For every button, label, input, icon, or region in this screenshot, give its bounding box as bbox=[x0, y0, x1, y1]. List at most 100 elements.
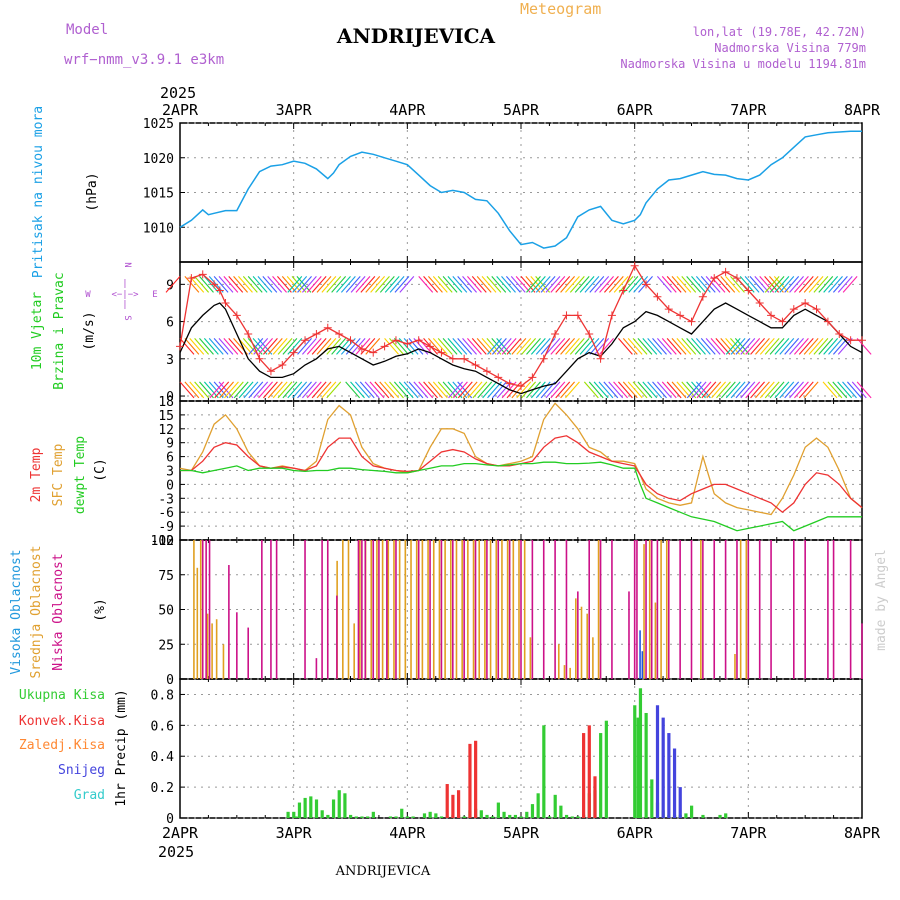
gust-marker bbox=[539, 354, 548, 363]
cloud-unit: (%) bbox=[93, 598, 108, 621]
precip-bar bbox=[400, 808, 404, 818]
wind-flag bbox=[432, 381, 448, 399]
y-tick-label: 6 bbox=[166, 451, 174, 466]
wind-flag bbox=[686, 381, 702, 399]
wind-flag bbox=[661, 338, 677, 355]
wind-flag bbox=[526, 275, 541, 293]
wind-flag bbox=[194, 338, 210, 355]
wind-flag bbox=[555, 338, 571, 355]
wind-flag bbox=[808, 275, 824, 293]
wind-flag bbox=[632, 381, 648, 399]
precip-bar bbox=[405, 816, 410, 818]
wind-flag bbox=[784, 275, 800, 293]
wind-flag bbox=[803, 338, 819, 355]
wind-flag bbox=[277, 338, 293, 355]
wind-flag bbox=[467, 275, 482, 293]
precip-bar bbox=[371, 811, 375, 818]
precip-bar bbox=[701, 814, 705, 818]
wind-flag bbox=[560, 381, 575, 399]
wind-flag bbox=[355, 338, 371, 355]
gust-marker bbox=[494, 373, 503, 382]
y-tick-label: 9 bbox=[166, 278, 174, 293]
wind-flag bbox=[471, 338, 487, 355]
precip-bar bbox=[672, 748, 677, 818]
wind-flag bbox=[359, 381, 375, 399]
wind-flag bbox=[740, 381, 756, 399]
precip-bar bbox=[718, 814, 722, 818]
wind-flag bbox=[681, 381, 697, 399]
compass-n: N bbox=[122, 262, 132, 267]
gust-marker bbox=[357, 344, 366, 353]
wind-flag bbox=[491, 275, 507, 293]
wind-flag bbox=[442, 338, 458, 355]
wind-flag bbox=[437, 338, 453, 355]
wind-flag bbox=[779, 338, 795, 355]
wind-flag bbox=[491, 381, 507, 399]
year-label-top: 2025 bbox=[160, 84, 196, 102]
wind-flag bbox=[745, 338, 761, 355]
precip-bar bbox=[320, 810, 324, 818]
wind-flag bbox=[589, 338, 605, 355]
wind-flag bbox=[243, 381, 259, 399]
wind-flag bbox=[253, 381, 269, 399]
gust-marker bbox=[391, 336, 400, 345]
precip-bar bbox=[587, 725, 591, 818]
precip-bar bbox=[644, 712, 648, 818]
wind-flag bbox=[666, 338, 682, 355]
compass-bar-top: | bbox=[122, 279, 127, 289]
wind-flag bbox=[671, 338, 687, 355]
wind-flag bbox=[656, 381, 672, 399]
wind-flag bbox=[565, 338, 580, 355]
wind-flag bbox=[287, 381, 303, 399]
precip-bar bbox=[536, 793, 540, 818]
wind-unit: (m/s) bbox=[82, 311, 97, 350]
wind-flag bbox=[257, 275, 273, 293]
y-tick-label: -3 bbox=[158, 492, 174, 507]
compass-s: S bbox=[122, 315, 132, 320]
y-tick-label: 9 bbox=[166, 437, 174, 452]
wind-flag bbox=[399, 275, 415, 293]
wind-flag bbox=[448, 381, 463, 399]
wind-flag bbox=[379, 381, 395, 399]
compass-w: W bbox=[85, 290, 91, 300]
wind-flag bbox=[165, 275, 181, 293]
wind-flag bbox=[565, 275, 580, 293]
wind-flag bbox=[828, 338, 843, 355]
wind-flag bbox=[789, 381, 804, 399]
wind-flag bbox=[623, 275, 639, 293]
wind-flag bbox=[282, 381, 298, 399]
precip-bar bbox=[633, 705, 637, 818]
wind-flag bbox=[813, 275, 829, 293]
gust-marker bbox=[596, 354, 605, 363]
wind-flag bbox=[827, 381, 843, 399]
wind-flag bbox=[856, 338, 872, 355]
precip-bar bbox=[394, 816, 398, 818]
wind-flag bbox=[720, 338, 736, 355]
wind-flag bbox=[739, 275, 755, 293]
precip-bar bbox=[360, 816, 364, 818]
precip-bar bbox=[337, 790, 341, 818]
y-tick-label: 1025 bbox=[143, 117, 174, 132]
wind-flag bbox=[608, 275, 624, 293]
wind-flag bbox=[301, 275, 317, 293]
wind-flag bbox=[803, 381, 819, 399]
wind-flag bbox=[622, 338, 638, 355]
wind-flag bbox=[452, 275, 468, 293]
time-label-top: 4APR bbox=[389, 101, 426, 119]
wind-flag bbox=[194, 275, 210, 293]
wind-flag bbox=[218, 338, 234, 355]
wind-flag bbox=[749, 275, 765, 293]
gust-marker bbox=[528, 373, 537, 382]
wind-flag bbox=[784, 381, 800, 399]
wind-flag bbox=[647, 381, 663, 399]
wind-flag bbox=[247, 275, 263, 293]
wind-flag bbox=[462, 338, 477, 355]
wind-flag bbox=[686, 338, 702, 355]
station-title: ANDRIJEVICA bbox=[336, 24, 496, 48]
wind-flag bbox=[779, 275, 795, 293]
wind-flag bbox=[755, 338, 770, 355]
precip-bar bbox=[547, 816, 552, 818]
wind-flag bbox=[360, 338, 376, 355]
wind-flag bbox=[798, 275, 814, 293]
